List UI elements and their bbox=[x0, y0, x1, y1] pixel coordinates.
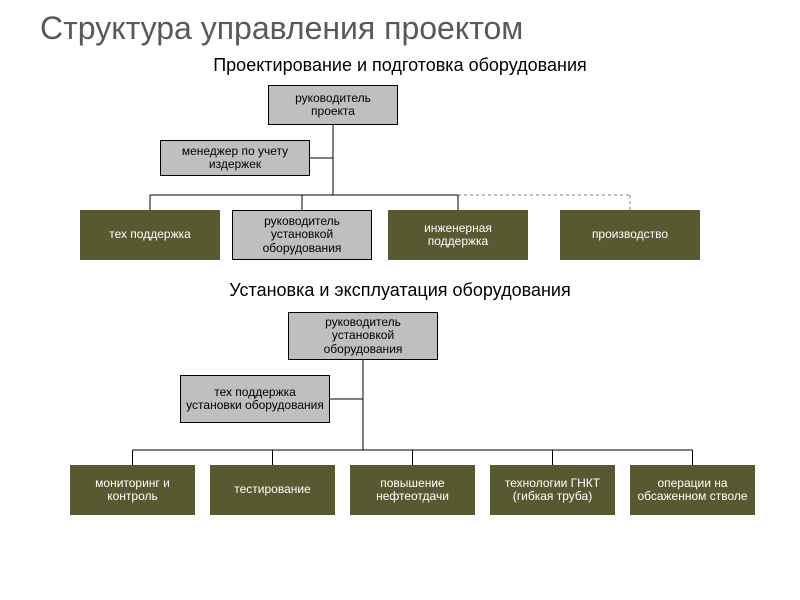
org-node: руководитель проекта bbox=[268, 85, 398, 125]
org-node: тестирование bbox=[210, 465, 335, 515]
org-node: технологии ГНКТ (гибкая труба) bbox=[490, 465, 615, 515]
org-node: тех поддержка bbox=[80, 210, 220, 260]
section-2-title: Установка и эксплуатация оборудования bbox=[0, 280, 800, 301]
org-node: мониторинг и контроль bbox=[70, 465, 195, 515]
org-node: менеджер по учету издержек bbox=[160, 140, 310, 176]
org-node: тех поддержка установки оборудования bbox=[180, 375, 330, 423]
org-node: инженерная поддержка bbox=[388, 210, 528, 260]
section-1-title: Проектирование и подготовка оборудования bbox=[0, 55, 800, 76]
org-node: руководитель установкой оборудования bbox=[232, 210, 372, 260]
org-node: руководитель установкой оборудования bbox=[288, 312, 438, 360]
diagram-canvas: Структура управления проектом Проектиров… bbox=[0, 0, 800, 600]
org-node: производство bbox=[560, 210, 700, 260]
org-node: операции на обсаженном стволе bbox=[630, 465, 755, 515]
page-title: Структура управления проектом bbox=[40, 10, 523, 47]
org-node: повышение нефтеотдачи bbox=[350, 465, 475, 515]
